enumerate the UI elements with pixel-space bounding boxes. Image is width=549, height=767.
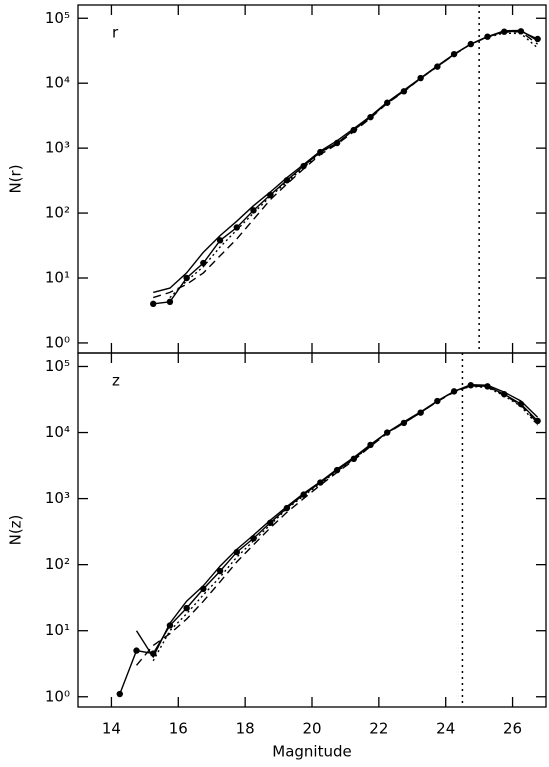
x-tick-label: 24 bbox=[436, 720, 455, 738]
y-tick-label: 10³ bbox=[45, 139, 70, 157]
y-tick-label: 10² bbox=[45, 204, 70, 222]
series-line bbox=[169, 32, 539, 299]
x-tick-label: 20 bbox=[302, 720, 321, 738]
data-point bbox=[133, 647, 140, 654]
y-tick-label: 10¹ bbox=[45, 621, 70, 639]
x-tick-label: 26 bbox=[503, 720, 522, 738]
y-tick-label: 10⁰ bbox=[45, 687, 70, 705]
x-axis-label: Magnitude bbox=[272, 743, 351, 761]
data-point bbox=[200, 259, 207, 267]
series-line bbox=[135, 383, 539, 659]
data-point bbox=[300, 162, 307, 170]
y-axis-label: N(r) bbox=[7, 164, 25, 193]
x-tick-label: 16 bbox=[169, 720, 188, 738]
data-point bbox=[350, 455, 357, 463]
panel-label: r bbox=[112, 24, 119, 42]
panel-label: z bbox=[112, 372, 120, 390]
data-point bbox=[150, 300, 157, 308]
y-tick-label: 10¹ bbox=[45, 269, 70, 287]
series-line bbox=[153, 29, 538, 294]
y-tick-label: 10⁴ bbox=[45, 423, 70, 441]
series-line bbox=[152, 385, 539, 662]
x-tick-label: 18 bbox=[236, 720, 255, 738]
series-line bbox=[152, 30, 539, 299]
y-tick-label: 10⁵ bbox=[45, 357, 70, 375]
series-group bbox=[116, 382, 541, 698]
data-point bbox=[216, 567, 224, 575]
data-point bbox=[116, 690, 123, 698]
series-line bbox=[153, 30, 538, 305]
y-tick-label: 10⁵ bbox=[45, 9, 70, 27]
plot-frame bbox=[77, 352, 547, 708]
data-point bbox=[233, 224, 240, 231]
series-line bbox=[119, 384, 539, 695]
series-group bbox=[150, 28, 541, 308]
data-point bbox=[166, 298, 174, 306]
data-point bbox=[183, 604, 190, 612]
y-tick-label: 10² bbox=[45, 555, 70, 573]
plot-frame bbox=[77, 4, 547, 354]
y-tick-label: 10⁰ bbox=[45, 333, 70, 351]
data-point bbox=[534, 417, 541, 425]
data-point bbox=[216, 237, 224, 244]
x-tick-label: 14 bbox=[102, 720, 121, 738]
series-line bbox=[135, 385, 539, 666]
y-tick-label: 10³ bbox=[45, 489, 70, 507]
y-tick-label: 10⁴ bbox=[45, 74, 70, 92]
y-axis-label: N(z) bbox=[7, 515, 25, 546]
x-tick-label: 22 bbox=[369, 720, 388, 738]
